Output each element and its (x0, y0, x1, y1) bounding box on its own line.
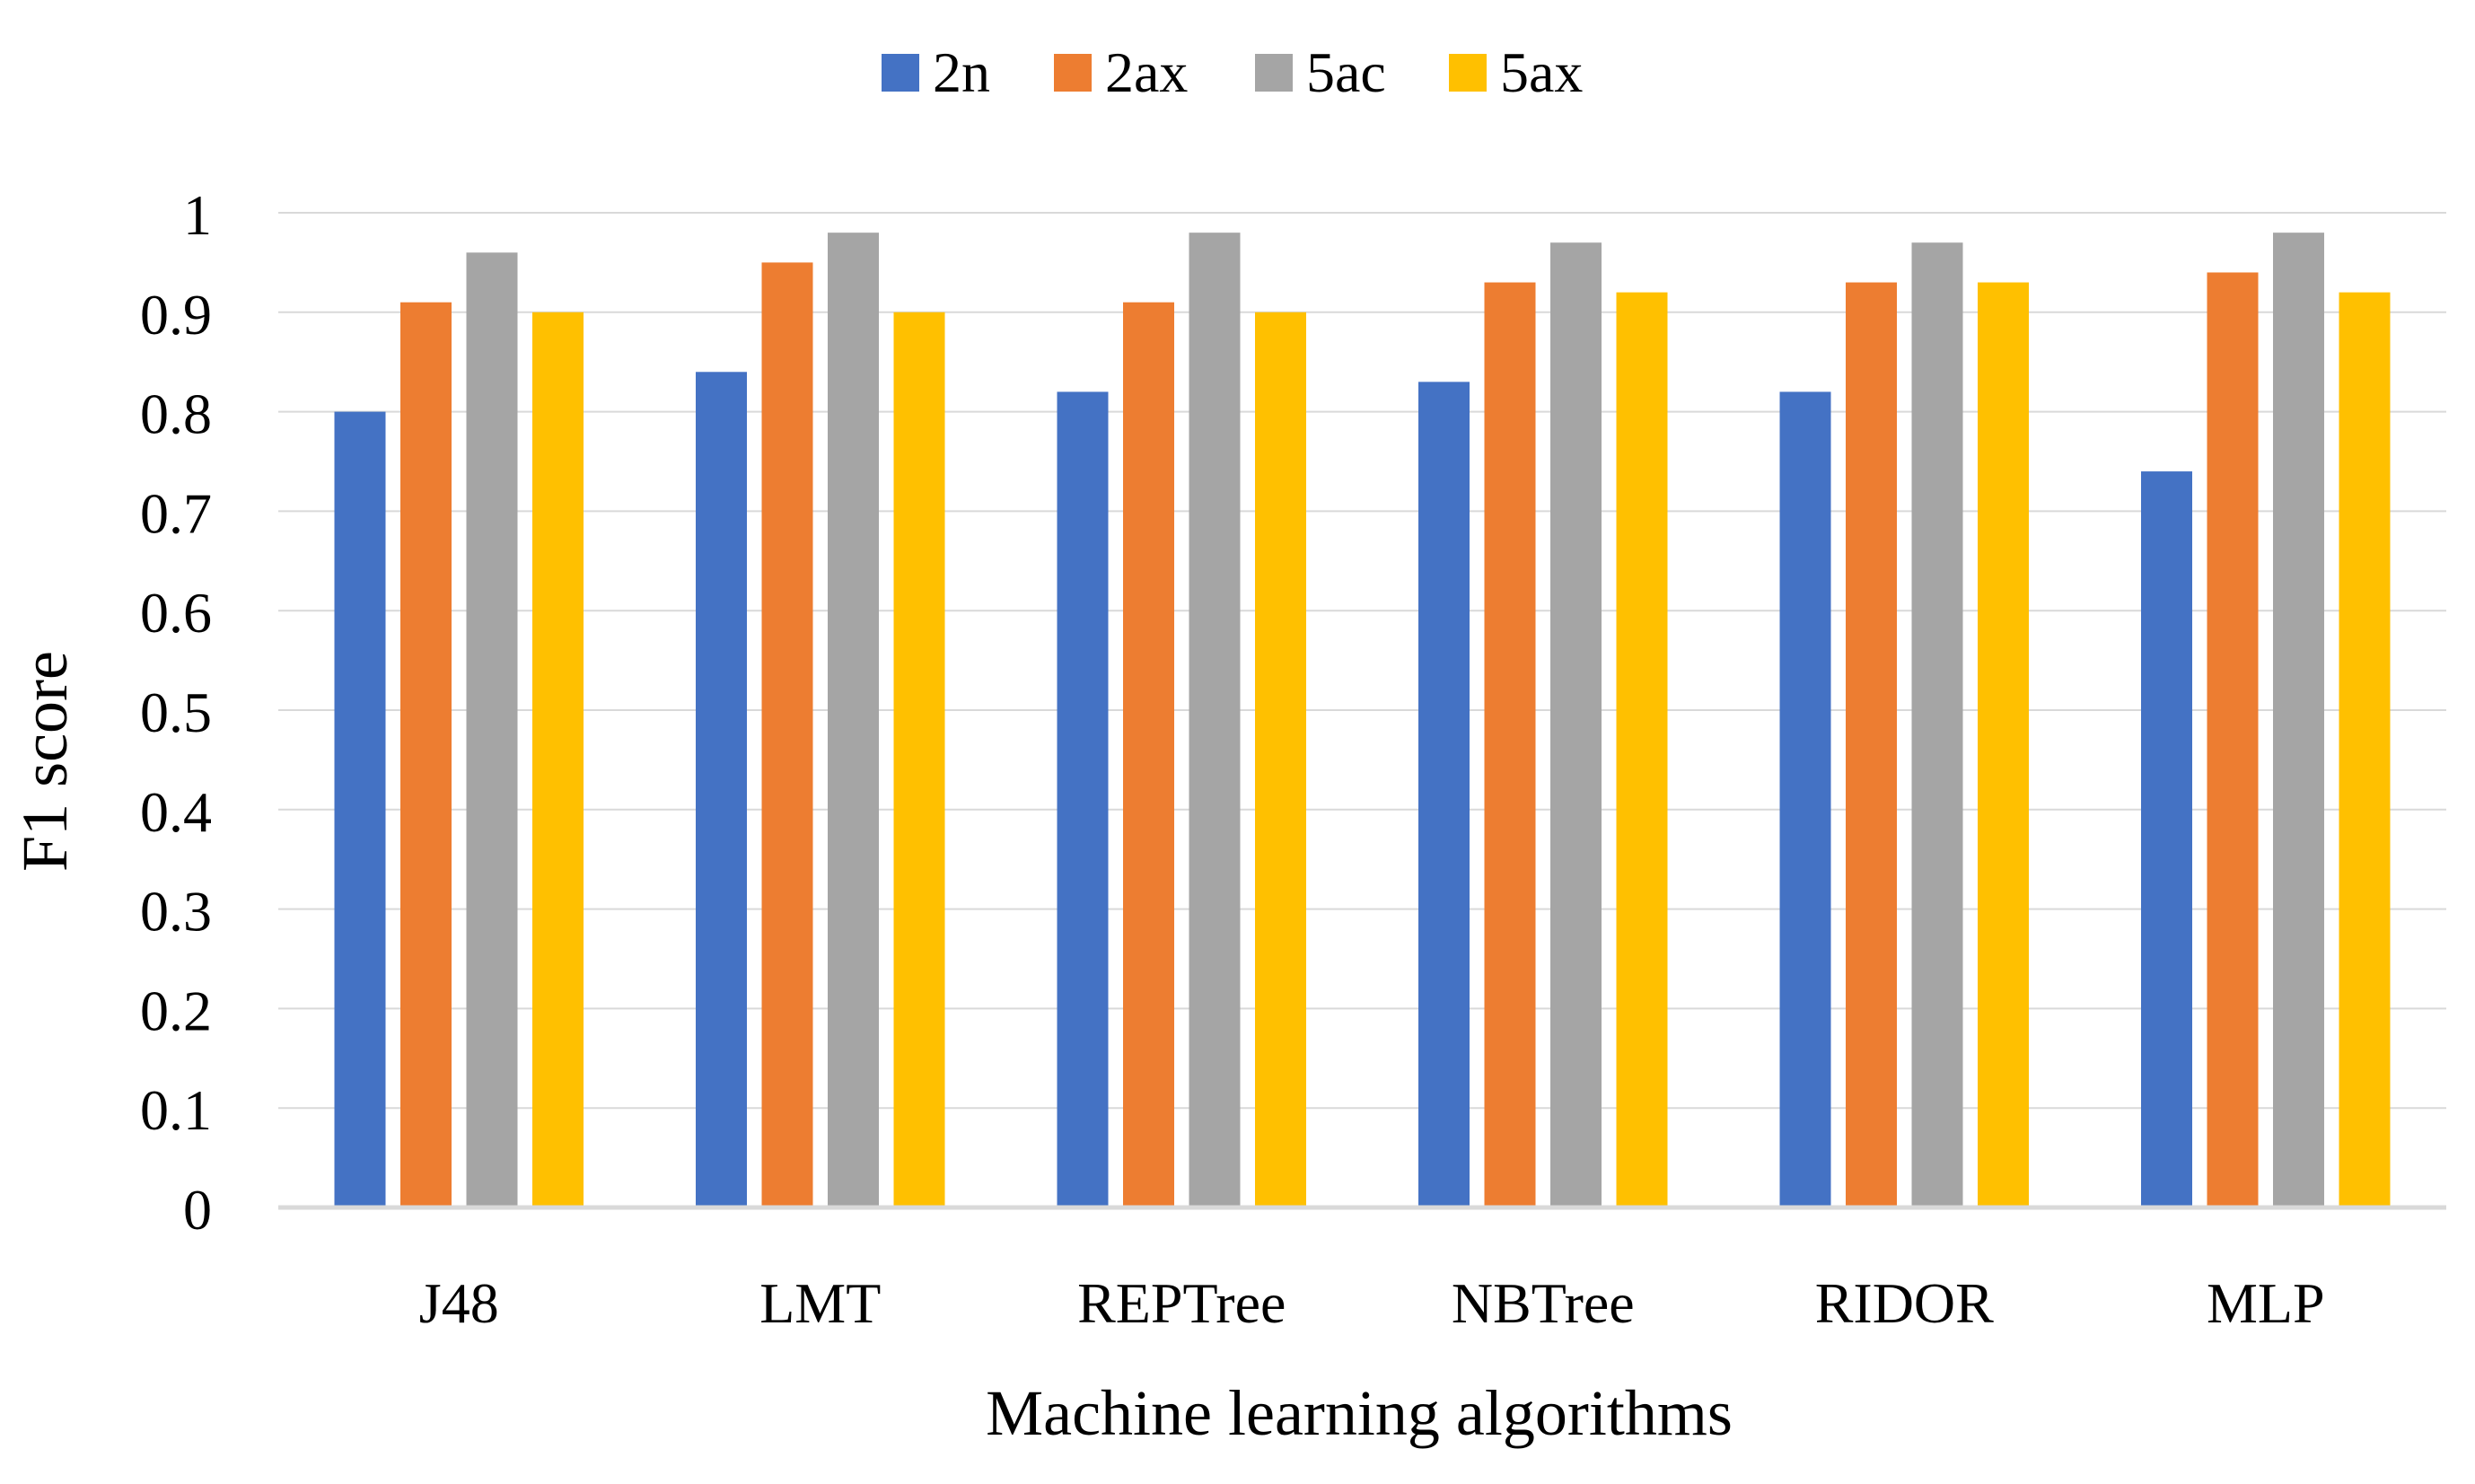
legend-swatch-2ax (1054, 54, 1092, 92)
legend-swatch-2n (882, 54, 919, 92)
legend-swatch-5ax (1449, 54, 1487, 92)
gridlines (278, 212, 2446, 1110)
y-tick-label: 0.5 (140, 681, 212, 744)
y-tick-label: 0 (183, 1178, 212, 1242)
x-tick-label: RIDOR (1815, 1271, 1994, 1335)
bar-ridor-5ax (1978, 282, 2029, 1207)
x-tick-label: NBTree (1452, 1271, 1635, 1335)
x-axis-label: Machine learning algorithms (986, 1377, 1733, 1449)
bar-mlp-5ac (2273, 233, 2324, 1207)
bar-reptree-2ax (1123, 302, 1174, 1208)
x-tick-label: REPTree (1077, 1271, 1286, 1335)
y-tick-label: 0.6 (140, 581, 212, 645)
y-tick-labels: 0 0.1 0.2 0.3 0.4 0.5 0.6 0.7 0.8 0.9 1 (140, 183, 212, 1242)
y-tick-label: 1 (183, 183, 212, 247)
y-tick-label: 0.1 (140, 1078, 212, 1142)
bar-reptree-2n (1057, 391, 1109, 1207)
bar-mlp-2n (2141, 471, 2192, 1207)
bar-lmt-5ax (893, 312, 945, 1207)
bar-lmt-5ac (828, 233, 879, 1207)
bars (334, 233, 2391, 1208)
x-tick-label: MLP (2207, 1271, 2325, 1335)
x-tick-labels: J48 LMT REPTree NBTree RIDOR MLP (419, 1271, 2325, 1335)
y-tick-label: 0.7 (140, 481, 212, 545)
bar-nbtree-5ac (1550, 242, 1602, 1207)
x-tick-label: LMT (759, 1271, 881, 1335)
bar-nbtree-2ax (1484, 282, 1536, 1207)
bar-lmt-2ax (761, 262, 813, 1207)
y-tick-label: 0.2 (140, 979, 212, 1042)
legend-label-5ac: 5ac (1306, 40, 1386, 104)
x-tick-label: J48 (419, 1271, 499, 1335)
bar-reptree-5ac (1189, 233, 1241, 1207)
bar-reptree-5ax (1255, 312, 1306, 1207)
bar-ridor-2n (1779, 391, 1831, 1207)
bar-ridor-5ac (1911, 242, 1963, 1207)
bar-lmt-2n (696, 372, 747, 1207)
bar-mlp-5ax (2339, 292, 2391, 1207)
bar-j48-2n (334, 411, 386, 1208)
legend-label-2n: 2n (933, 40, 990, 104)
y-tick-label: 0.8 (140, 382, 212, 446)
bar-j48-5ax (532, 312, 584, 1207)
legend-label-5ax: 5ax (1500, 40, 1583, 104)
y-tick-label: 0.3 (140, 880, 212, 944)
y-tick-label: 0.4 (140, 780, 212, 844)
legend: 2n 2ax 5ac 5ax (882, 40, 1583, 104)
y-axis-label: F1 score (9, 651, 81, 872)
legend-swatch-5ac (1255, 54, 1293, 92)
bar-nbtree-2n (1418, 382, 1470, 1207)
bar-nbtree-5ax (1616, 292, 1668, 1207)
bar-ridor-2ax (1846, 282, 1897, 1207)
bar-j48-5ac (466, 252, 518, 1207)
bar-j48-2ax (400, 302, 452, 1208)
y-tick-label: 0.9 (140, 283, 212, 347)
bar-mlp-2ax (2207, 272, 2259, 1208)
legend-label-2ax: 2ax (1105, 40, 1188, 104)
